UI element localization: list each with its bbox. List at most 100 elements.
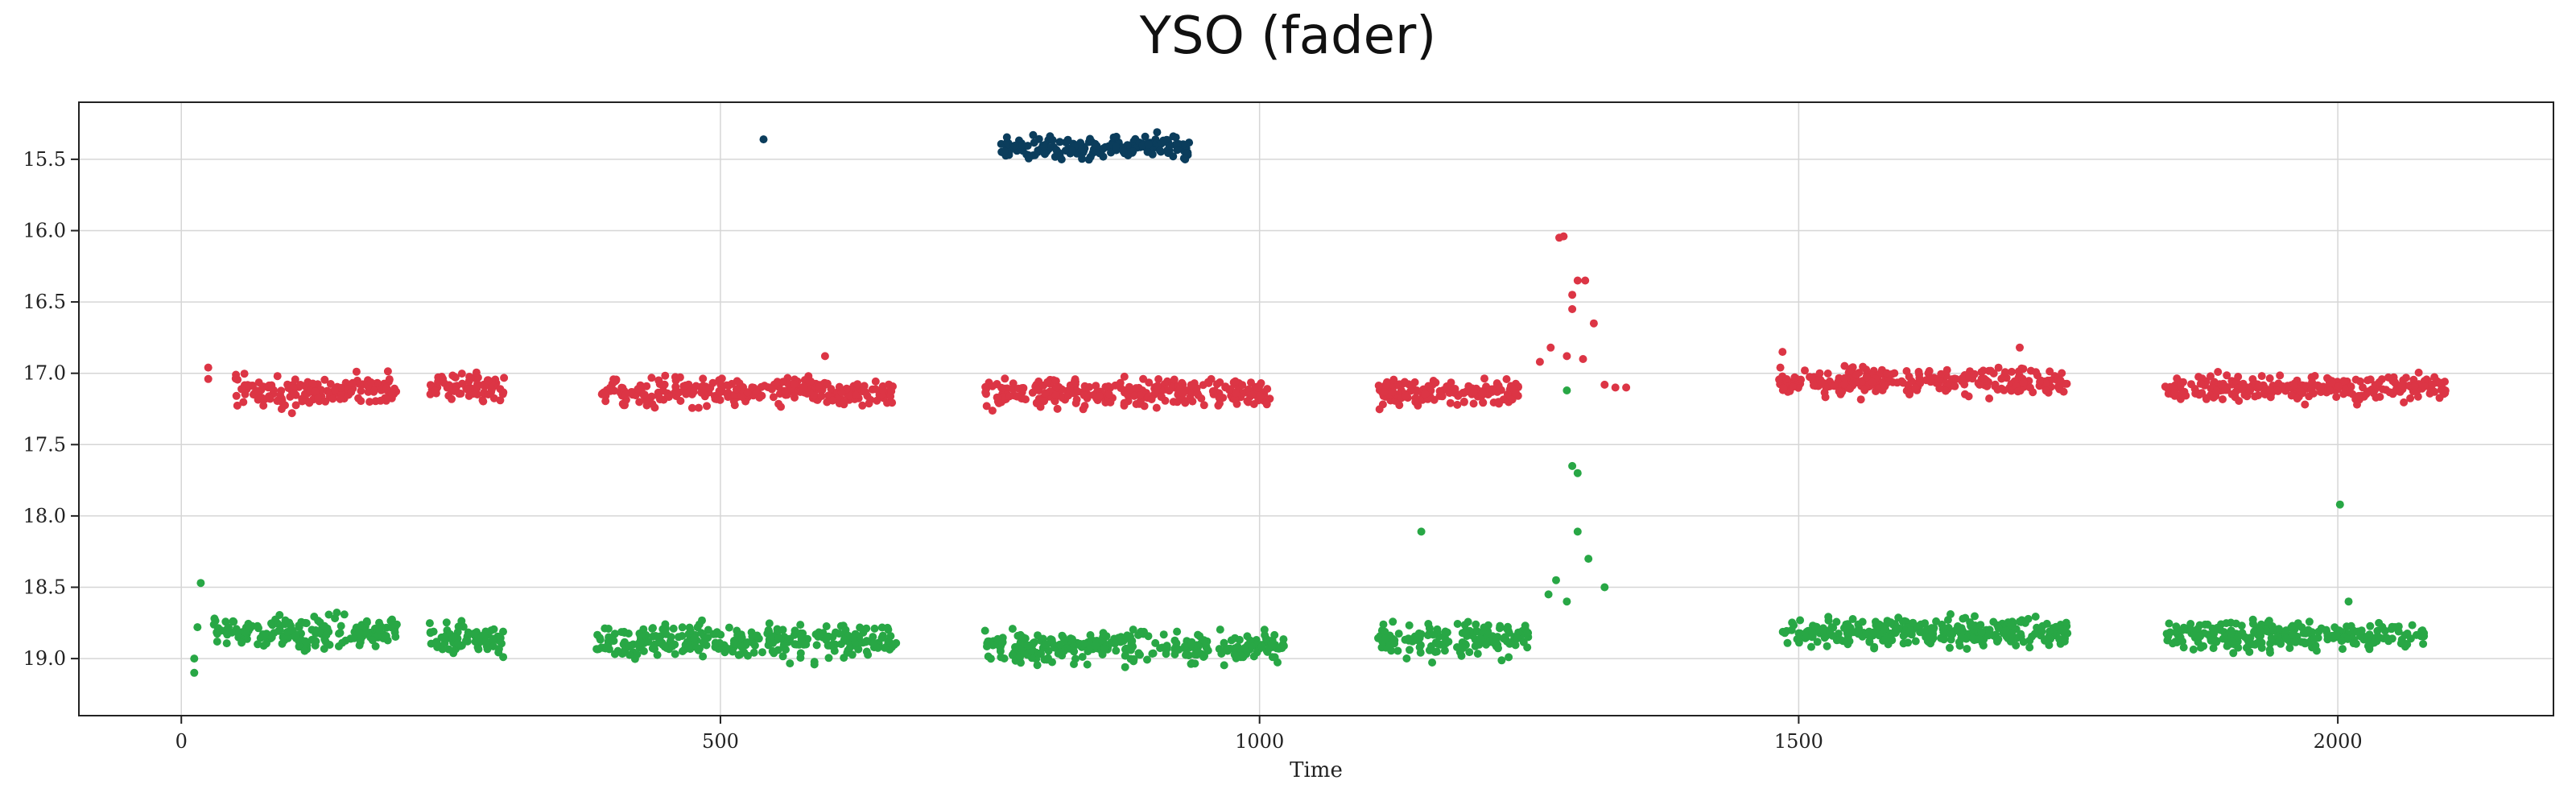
data-point	[2264, 618, 2273, 627]
data-point	[2267, 634, 2276, 642]
data-point	[1241, 644, 1249, 652]
data-point	[2056, 376, 2065, 385]
data-point	[2245, 647, 2254, 656]
data-point	[1199, 401, 1208, 410]
data-point	[841, 625, 850, 634]
data-point	[1083, 660, 1092, 669]
data-point	[1485, 637, 1494, 646]
data-point	[2396, 639, 2405, 648]
data-point	[366, 378, 375, 386]
data-point	[1443, 382, 1451, 390]
data-point	[237, 638, 246, 647]
data-point	[796, 649, 805, 658]
data-point	[2326, 386, 2334, 395]
data-point	[1600, 583, 1609, 592]
data-point	[1089, 390, 1098, 399]
data-point	[1096, 392, 1104, 401]
data-point	[2265, 646, 2274, 654]
data-point	[2058, 369, 2066, 378]
data-point	[1170, 375, 1179, 384]
x-axis-label: Time	[1290, 758, 1343, 782]
data-point	[2013, 387, 2022, 396]
data-point	[2222, 619, 2231, 628]
data-point	[692, 643, 701, 652]
data-point	[699, 374, 708, 383]
data-point	[383, 367, 392, 376]
data-point	[1039, 148, 1048, 157]
data-point	[1834, 630, 1843, 638]
data-point	[426, 381, 435, 390]
data-point	[2273, 386, 2282, 395]
data-point	[2379, 385, 2387, 394]
data-point	[496, 396, 505, 405]
data-point	[722, 643, 731, 652]
data-point	[243, 381, 252, 390]
data-point	[287, 621, 295, 630]
data-point	[1782, 375, 1791, 383]
data-point	[675, 373, 684, 382]
data-point	[1019, 634, 1028, 642]
data-point	[621, 390, 630, 399]
data-point	[2410, 382, 2419, 390]
data-point	[308, 635, 316, 644]
data-point	[1513, 634, 1521, 643]
data-point	[1112, 132, 1121, 141]
data-point	[1611, 383, 1620, 392]
data-point	[281, 616, 290, 625]
data-point	[2335, 500, 2344, 509]
data-point	[439, 374, 448, 383]
data-point	[2375, 633, 2384, 642]
data-point	[769, 638, 778, 647]
data-point	[1401, 378, 1409, 386]
data-point	[2384, 635, 2392, 644]
data-point	[429, 627, 438, 636]
data-point	[881, 643, 890, 652]
data-point	[1823, 369, 1832, 378]
data-point	[1858, 617, 1867, 626]
data-point	[1139, 374, 1148, 383]
data-point	[254, 387, 262, 396]
data-point	[1975, 380, 1984, 389]
data-point	[1971, 612, 1979, 621]
data-point	[489, 625, 498, 634]
y-tick-label: 15.5	[23, 148, 66, 171]
data-point	[2323, 631, 2332, 640]
data-point	[1862, 373, 1871, 382]
data-point	[848, 634, 857, 642]
data-point	[1429, 630, 1438, 639]
data-point	[1053, 404, 1062, 413]
data-point	[1494, 382, 1503, 390]
data-point	[237, 385, 246, 394]
data-point	[1005, 392, 1013, 401]
data-point	[1405, 621, 1414, 630]
data-point	[603, 642, 612, 650]
data-point	[452, 386, 460, 394]
data-point	[2430, 373, 2439, 382]
data-point	[887, 387, 896, 395]
data-point	[1810, 622, 1819, 631]
grid-lines	[79, 102, 2553, 716]
data-point	[2000, 368, 2009, 377]
data-point	[2355, 391, 2363, 400]
data-point	[2062, 618, 2070, 627]
data-point	[1932, 617, 1941, 625]
data-point	[1815, 369, 1824, 378]
data-point	[1023, 641, 1032, 650]
data-point	[1893, 378, 1901, 387]
data-point	[357, 634, 365, 643]
data-point	[1783, 638, 1792, 647]
data-point	[1789, 382, 1798, 391]
data-point	[2436, 378, 2445, 387]
data-point	[1573, 276, 1582, 285]
data-point	[827, 385, 836, 394]
data-point	[1268, 642, 1277, 651]
data-point	[690, 634, 699, 642]
data-point	[1444, 638, 1453, 646]
data-point	[749, 648, 758, 657]
data-point	[1915, 370, 1924, 379]
data-point	[648, 399, 657, 408]
data-point	[1159, 630, 1168, 639]
x-tick-label: 1500	[1774, 730, 1823, 753]
data-point	[1994, 624, 2003, 633]
data-point	[2406, 634, 2415, 643]
